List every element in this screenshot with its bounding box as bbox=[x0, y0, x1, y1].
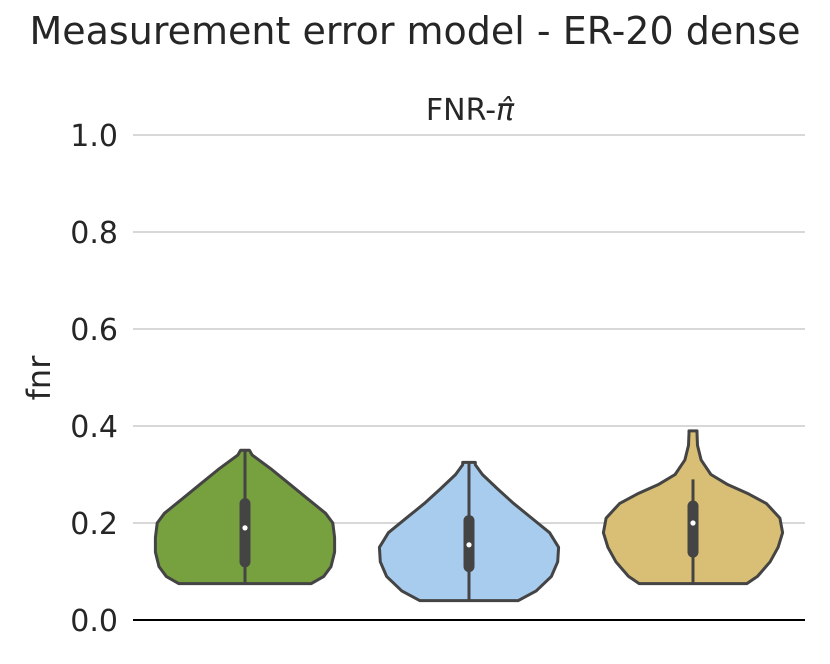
violin-2 bbox=[377, 460, 561, 603]
y-tick-label: 0.0 bbox=[70, 604, 118, 639]
violin-median-point bbox=[690, 520, 696, 526]
violin-3 bbox=[601, 429, 785, 586]
chart-title: Measurement error model - ER-20 dense bbox=[29, 9, 800, 53]
chart-subtitle: FNR-π̂ bbox=[426, 93, 515, 128]
violins bbox=[153, 429, 785, 603]
chart-subtitle-symbol: π̂ bbox=[496, 93, 515, 128]
y-tick-label: 1.0 bbox=[70, 119, 118, 154]
violin-1 bbox=[153, 448, 337, 586]
y-tick-label: 0.2 bbox=[70, 507, 118, 542]
violin-median-point bbox=[466, 542, 472, 548]
y-tick-label: 0.6 bbox=[70, 313, 118, 348]
violin-median-point bbox=[242, 525, 248, 531]
y-axis-label: fnr bbox=[20, 355, 58, 401]
y-tick-label: 0.4 bbox=[70, 410, 118, 445]
chart-subtitle-prefix: FNR- bbox=[426, 93, 496, 128]
y-tick-label: 0.8 bbox=[70, 216, 118, 251]
y-tick-labels: 0.0 0.2 0.4 0.6 0.8 1.0 bbox=[70, 119, 118, 639]
